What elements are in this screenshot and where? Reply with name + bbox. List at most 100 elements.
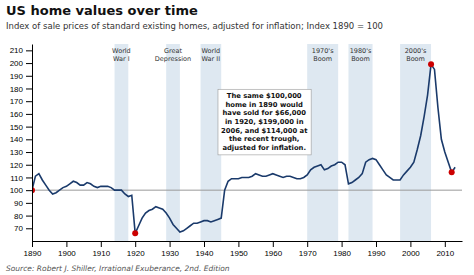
y-tick: 210 [10,46,32,55]
region-label-line: War I [113,55,130,63]
highlight-points [32,61,455,236]
x-tick-label: 1960 [264,249,282,258]
y-tick-mark [26,63,32,64]
y-tick: 150 [10,123,32,132]
region-labels: WorldWar IGreatDepressionWorldWar II1970… [112,47,427,63]
y-tick: 130 [10,148,32,157]
y-tick-mark [26,190,32,191]
x-tick-label: 1900 [58,249,76,258]
region-label-line: Boom [406,55,425,63]
x-tick-mark [170,241,171,247]
x-tick-mark [273,241,274,247]
y-tick-label: 180 [10,85,24,94]
x-tick-label: 1970 [299,249,317,258]
y-axis: 70 80 90 100 110 120 130 140 150 160 170 180 190 200 2… [10,45,33,242]
annotation-line: have sold for $66,000 [222,109,306,117]
y-tick-label: 130 [10,148,24,157]
marks [32,44,462,241]
x-tick: 1900 [58,241,76,258]
x-tick: 1920 [127,241,145,258]
shaded-regions [115,44,431,241]
shaded-region [400,44,431,241]
region-label: 2000'sBoom [405,47,427,63]
x-tick-mark [376,241,377,247]
region-label-line: Boom [313,55,332,63]
line [32,64,455,233]
y-tick-mark [26,127,32,128]
region-label-line: War II [202,55,221,63]
x-tick: 1990 [368,241,386,258]
y-tick-label: 200 [10,59,24,68]
y-tick-label: 210 [10,46,24,55]
x-tick: 2000 [402,241,420,258]
y-tick-mark [26,203,32,204]
y-tick-label: 100 [10,186,24,195]
x-tick: 1940 [196,241,214,258]
y-tick: 170 [10,97,32,106]
x-tick-mark [66,241,67,247]
x-tick-mark [307,241,308,247]
x-tick-mark [204,241,205,247]
annotation-line: adjusted for inflation. [222,144,306,152]
shaded-region [348,44,372,241]
x-tick-label: 2000 [402,249,420,258]
y-tick-mark [26,76,32,77]
y-tick: 200 [10,59,32,68]
x-tick-mark [135,241,136,247]
y-tick-mark [26,139,32,140]
y-tick-mark [26,216,32,217]
y-tick-label: 80 [14,212,23,221]
y-tick-label: 170 [10,97,24,106]
y-tick: 140 [10,135,32,144]
y-tick-mark [26,152,32,153]
y-tick: 100 [10,186,32,195]
baseline [32,190,462,191]
y-tick-label: 70 [14,224,23,233]
y-tick-label: 160 [10,110,24,119]
title: US home values over time [6,3,198,18]
y-tick-label: 120 [10,161,24,170]
x-tick-label: 1930 [161,249,179,258]
chart: US home values over timeIndex of sale pr… [0,0,474,275]
shaded-region [307,44,338,241]
annotation-box [218,89,311,155]
highlight-point [449,169,455,175]
y-tick-label: 110 [10,174,23,183]
highlight-point [132,230,138,236]
x-tick: 1980 [333,241,351,258]
x-tick: 1970 [299,241,317,258]
x-tick-label: 1910 [92,249,110,258]
region-label: GreatDepression [155,47,191,63]
region-label: 1970'sBoom [312,47,334,63]
x-tick-mark [445,241,446,247]
y-tick-label: 190 [10,72,24,81]
y-tick: 120 [10,161,32,170]
x-tick-label: 1990 [368,249,386,258]
x-axis: 1890190019101920193019401950196019701980… [24,241,463,258]
x-tick-mark [410,241,411,247]
y-tick-label: 150 [10,123,24,132]
annotation-text: The same $100,000home in 1890 wouldhave … [221,92,308,152]
y-tick-mark [26,101,32,102]
y-axis-line [32,45,33,242]
x-tick-label: 1940 [196,249,214,258]
x-tick-mark [101,241,102,247]
y-tick: 160 [10,110,32,119]
x-tick: 1930 [161,241,179,258]
y-tick-mark [26,50,32,51]
region-label: 1980'sBoom [350,47,372,63]
region-label-line: Depression [155,55,191,63]
annotation: The same $100,000home in 1890 wouldhave … [218,89,311,155]
y-tick: 70 [14,224,32,233]
y-tick: 190 [10,72,32,81]
y-tick-label: 90 [14,199,23,208]
x-tick-label: 2010 [436,249,454,258]
y-tick: 180 [10,85,32,94]
y-tick: 110 [10,174,32,183]
source: Source: Robert J. Shiller, Irrational Ex… [6,264,230,273]
annotation-line: home in 1890 would [226,101,304,109]
annotation-line: the recent trough, [229,135,300,143]
y-tick-mark [26,177,32,178]
x-tick-mark [342,241,343,247]
x-tick-label: 1980 [333,249,351,258]
